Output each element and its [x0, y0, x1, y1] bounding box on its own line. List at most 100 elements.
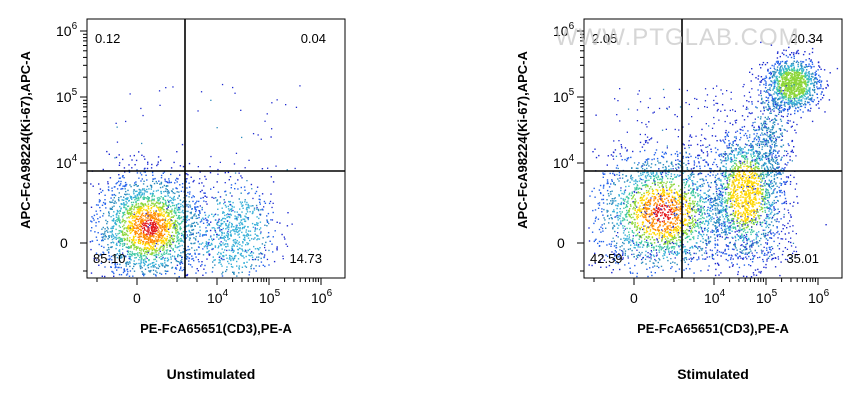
event-dot — [633, 246, 635, 249]
event-dot — [148, 211, 150, 213]
event-dot — [647, 220, 649, 223]
event-dot — [223, 239, 226, 241]
event-dot — [124, 232, 126, 234]
event-dot — [195, 210, 197, 213]
event-dot — [201, 206, 203, 209]
event-dot — [700, 247, 702, 250]
event-dot — [120, 257, 122, 259]
event-dot — [239, 221, 242, 223]
event-dot — [672, 261, 674, 263]
x-tick-label: 106 — [311, 288, 333, 306]
event-dot — [171, 197, 173, 200]
event-dot — [249, 234, 252, 236]
event-dot — [93, 257, 95, 260]
event-dot — [211, 247, 214, 250]
event-dot — [688, 144, 690, 147]
event-dot — [630, 205, 632, 207]
event-dot — [138, 177, 140, 179]
event-dot — [647, 175, 649, 177]
event-dot — [118, 221, 121, 223]
event-dot — [230, 184, 233, 186]
event-dot — [144, 234, 146, 236]
event-dot — [140, 262, 142, 264]
event-dot — [625, 175, 627, 177]
event-dot — [157, 267, 160, 270]
event-dot — [718, 209, 721, 212]
event-dot — [637, 171, 639, 173]
event-dot — [252, 210, 254, 213]
event-dot — [677, 193, 679, 196]
event-dot — [697, 237, 699, 239]
event-dot — [655, 149, 658, 151]
event-dot — [142, 212, 144, 214]
event-dot — [627, 211, 629, 214]
event-dot — [104, 234, 107, 237]
event-dot — [651, 236, 654, 239]
event-dot — [718, 187, 720, 190]
event-dot — [705, 201, 707, 203]
event-dot — [250, 205, 252, 207]
event-dot — [646, 172, 648, 174]
event-dot — [663, 153, 665, 155]
event-dot — [700, 205, 703, 207]
event-dot — [645, 175, 647, 177]
event-dot — [691, 231, 694, 233]
event-dot — [191, 217, 194, 220]
event-dot — [170, 241, 172, 244]
event-dot — [675, 230, 677, 232]
event-dot — [171, 208, 173, 210]
event-dot — [153, 228, 156, 231]
event-dot — [139, 210, 141, 212]
event-dot — [690, 168, 693, 170]
event-dot — [126, 210, 129, 212]
event-dot — [221, 231, 223, 234]
event-dot — [110, 266, 112, 268]
event-dot — [661, 246, 663, 248]
event-dot — [687, 179, 689, 182]
event-dot — [651, 158, 653, 161]
event-dot — [121, 216, 124, 218]
event-dot — [714, 176, 716, 179]
event-dot — [723, 222, 725, 224]
event-dot — [123, 244, 125, 246]
event-dot — [714, 147, 717, 149]
event-dot — [265, 249, 267, 251]
event-dot — [126, 202, 128, 204]
event-dot — [650, 209, 653, 212]
event-dot — [678, 196, 680, 198]
event-dot — [232, 257, 234, 259]
event-dot — [137, 230, 139, 232]
event-dot — [153, 223, 155, 225]
event-dot — [120, 231, 122, 233]
event-dot — [245, 213, 247, 215]
event-dot — [657, 178, 659, 181]
event-dot — [690, 233, 693, 235]
event-dot — [116, 269, 118, 271]
event-dot — [115, 228, 117, 231]
event-dot — [162, 205, 164, 207]
event-dot — [185, 237, 187, 239]
event-dot — [181, 258, 183, 261]
event-dot — [687, 263, 690, 266]
event-dot — [230, 233, 232, 235]
event-dot — [214, 245, 217, 247]
event-dot — [148, 227, 150, 229]
event-dot — [149, 224, 151, 226]
event-dot — [598, 240, 601, 243]
event-dot — [176, 229, 179, 231]
event-dot — [614, 250, 616, 252]
event-dot — [189, 264, 192, 266]
event-dot — [647, 275, 649, 278]
event-dot — [170, 219, 172, 221]
event-dot — [661, 240, 663, 242]
event-dot — [228, 258, 231, 260]
event-dot — [694, 211, 696, 213]
event-dot — [650, 163, 653, 165]
event-dot — [102, 251, 104, 253]
event-dot — [236, 245, 238, 247]
event-dot — [670, 221, 672, 223]
event-dot — [223, 202, 225, 205]
event-dot — [616, 223, 618, 225]
event-dot — [202, 222, 205, 224]
event-dot — [200, 243, 202, 245]
